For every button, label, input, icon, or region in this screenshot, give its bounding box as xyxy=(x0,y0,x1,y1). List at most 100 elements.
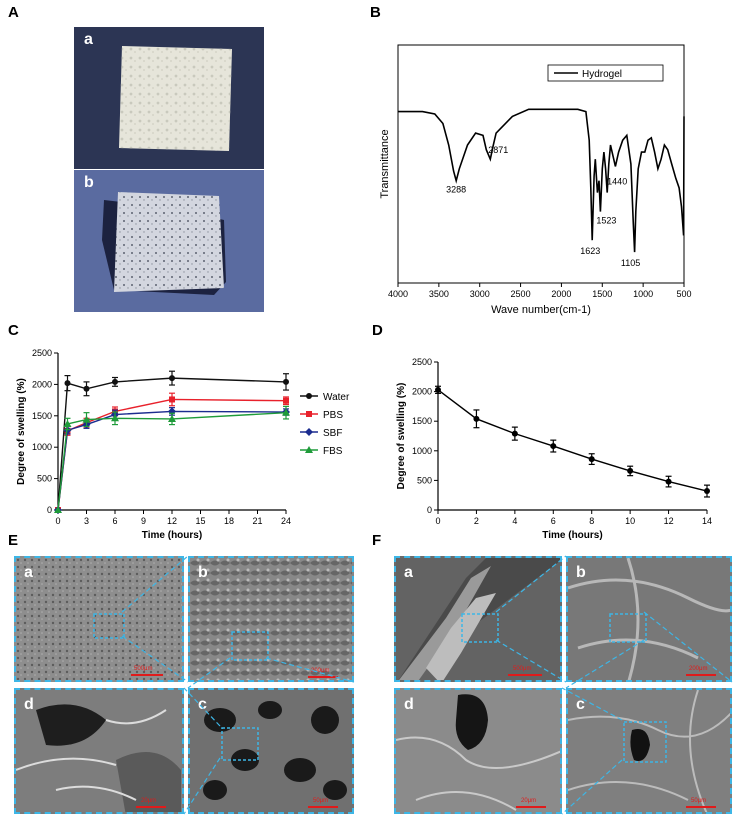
sem-label-d: d xyxy=(404,696,414,713)
y-tick-label: 2000 xyxy=(412,387,432,397)
x-tick-label: 6 xyxy=(112,516,117,526)
x-tick-label: 3 xyxy=(84,516,89,526)
panel-letter-a: A xyxy=(8,4,19,21)
sem-e-a: a 500μm xyxy=(14,556,184,682)
sem-e-b-image xyxy=(190,558,352,680)
data-point-pbs xyxy=(283,397,289,404)
x-tick-label: 0 xyxy=(55,516,60,526)
x-tick-label: 18 xyxy=(224,516,234,526)
data-point-series xyxy=(435,386,441,393)
sem-f-d: d 20μm xyxy=(394,688,562,814)
scale-text: 20μm xyxy=(521,798,537,804)
sem-label-c: c xyxy=(576,696,585,713)
x-tick-label: 3500 xyxy=(429,289,449,299)
y-tick-label: 500 xyxy=(417,475,432,485)
legend-label-pbs: PBS xyxy=(323,410,343,421)
sem-e-c-image xyxy=(190,690,352,812)
y-tick-label: 2000 xyxy=(32,379,52,389)
sem-e-a-image xyxy=(16,558,182,680)
sponge-dry-image xyxy=(119,46,232,151)
peak-annotation: 1105 xyxy=(621,258,640,268)
x-tick-label: 10 xyxy=(625,516,635,526)
x-tick-label: 9 xyxy=(141,516,146,526)
legend-label-sbf: SBF xyxy=(323,428,342,439)
photo-label-a: a xyxy=(84,31,93,48)
sem-e-d: d 20μm xyxy=(14,688,184,814)
sem-e-b: b 200μm xyxy=(188,556,354,682)
sem-f-a: a 500μm xyxy=(394,556,562,682)
sem-e-d-image xyxy=(16,690,182,812)
series-line-series xyxy=(437,389,708,492)
sem-label-a: a xyxy=(404,564,413,581)
scale-text: 500μm xyxy=(134,666,153,672)
y-tick-label: 2500 xyxy=(412,357,432,367)
legend-label-water: Water xyxy=(323,392,350,403)
data-point-series xyxy=(627,467,634,474)
series-line-hydrogel xyxy=(398,108,685,253)
sem-f-b-image xyxy=(568,558,730,680)
y-axis-label: Degree of swelling (%) xyxy=(16,378,27,485)
x-tick-label: 4000 xyxy=(388,289,408,299)
data-point-series xyxy=(588,456,595,463)
x-tick-label: 12 xyxy=(664,516,674,526)
data-point-fbs xyxy=(82,415,91,423)
x-tick-label: 2000 xyxy=(551,289,571,299)
data-point-series xyxy=(665,478,672,485)
x-axis-label: Wave number(cm-1) xyxy=(491,304,591,316)
legend-marker xyxy=(305,428,313,436)
data-point-pbs xyxy=(169,396,175,403)
scale-text: 200μm xyxy=(689,666,708,672)
panel-letter-b: B xyxy=(370,4,381,21)
scale-text: 200μm xyxy=(311,668,330,674)
swelling-media-chart: 0 500 1000 1500 2000 2500 0 3 6 9 12 15 18 21 24 Time (… xyxy=(16,348,350,540)
y-tick-label: 1500 xyxy=(412,416,432,426)
data-point-series xyxy=(473,415,480,422)
peak-annotation: 1440 xyxy=(607,177,627,187)
sem-label-a: a xyxy=(24,564,33,581)
x-axis-label: Time (hours) xyxy=(542,530,602,540)
y-tick-label: 1500 xyxy=(32,411,52,421)
sem-f-c-image xyxy=(568,690,730,812)
x-tick-label: 0 xyxy=(435,516,440,526)
scale-text: 500μm xyxy=(513,666,532,672)
photo-swollen-hydrogel: b xyxy=(74,170,264,312)
panel-letter-c: C xyxy=(8,322,19,339)
panel-letter-e: E xyxy=(8,532,19,549)
x-axis-label: Time (hours) xyxy=(142,530,202,540)
photo-dry-hydrogel: a xyxy=(74,27,264,169)
y-axis-label: Transmittance xyxy=(379,129,391,198)
legend-marker xyxy=(306,411,312,417)
y-tick-label: 1000 xyxy=(32,442,52,452)
x-tick-label: 12 xyxy=(167,516,177,526)
data-point-fbs xyxy=(54,506,62,513)
scale-bar xyxy=(686,806,716,808)
data-point-fbs xyxy=(63,419,72,427)
x-tick-label: 15 xyxy=(195,516,205,526)
legend-box xyxy=(547,64,664,82)
y-tick-label: 500 xyxy=(37,474,52,484)
data-point-water xyxy=(283,378,289,385)
sem-label-c: c xyxy=(198,696,207,713)
legend-marker xyxy=(306,393,312,399)
data-point-water xyxy=(64,380,71,387)
legend-marker xyxy=(305,446,313,453)
x-tick-label: 8 xyxy=(589,516,594,526)
y-tick-label: 2500 xyxy=(32,348,52,358)
sem-f-a-image xyxy=(396,558,560,680)
series-line-water xyxy=(57,377,287,511)
data-point-series xyxy=(704,488,710,495)
data-point-series xyxy=(550,443,557,450)
y-tick-label: 1000 xyxy=(412,446,432,456)
scale-bar xyxy=(136,806,166,808)
scale-bar xyxy=(686,674,716,676)
scale-bar xyxy=(508,674,542,676)
scale-text: 50μm xyxy=(313,798,329,804)
x-tick-label: 24 xyxy=(281,516,291,526)
data-point-fbs xyxy=(111,414,119,422)
y-tick-label: 0 xyxy=(427,505,432,515)
x-tick-label: 3000 xyxy=(470,289,490,299)
sem-f-d-image xyxy=(396,690,560,812)
scale-bar xyxy=(516,806,546,808)
x-tick-label: 2 xyxy=(474,516,479,526)
sem-label-d: d xyxy=(24,696,34,713)
